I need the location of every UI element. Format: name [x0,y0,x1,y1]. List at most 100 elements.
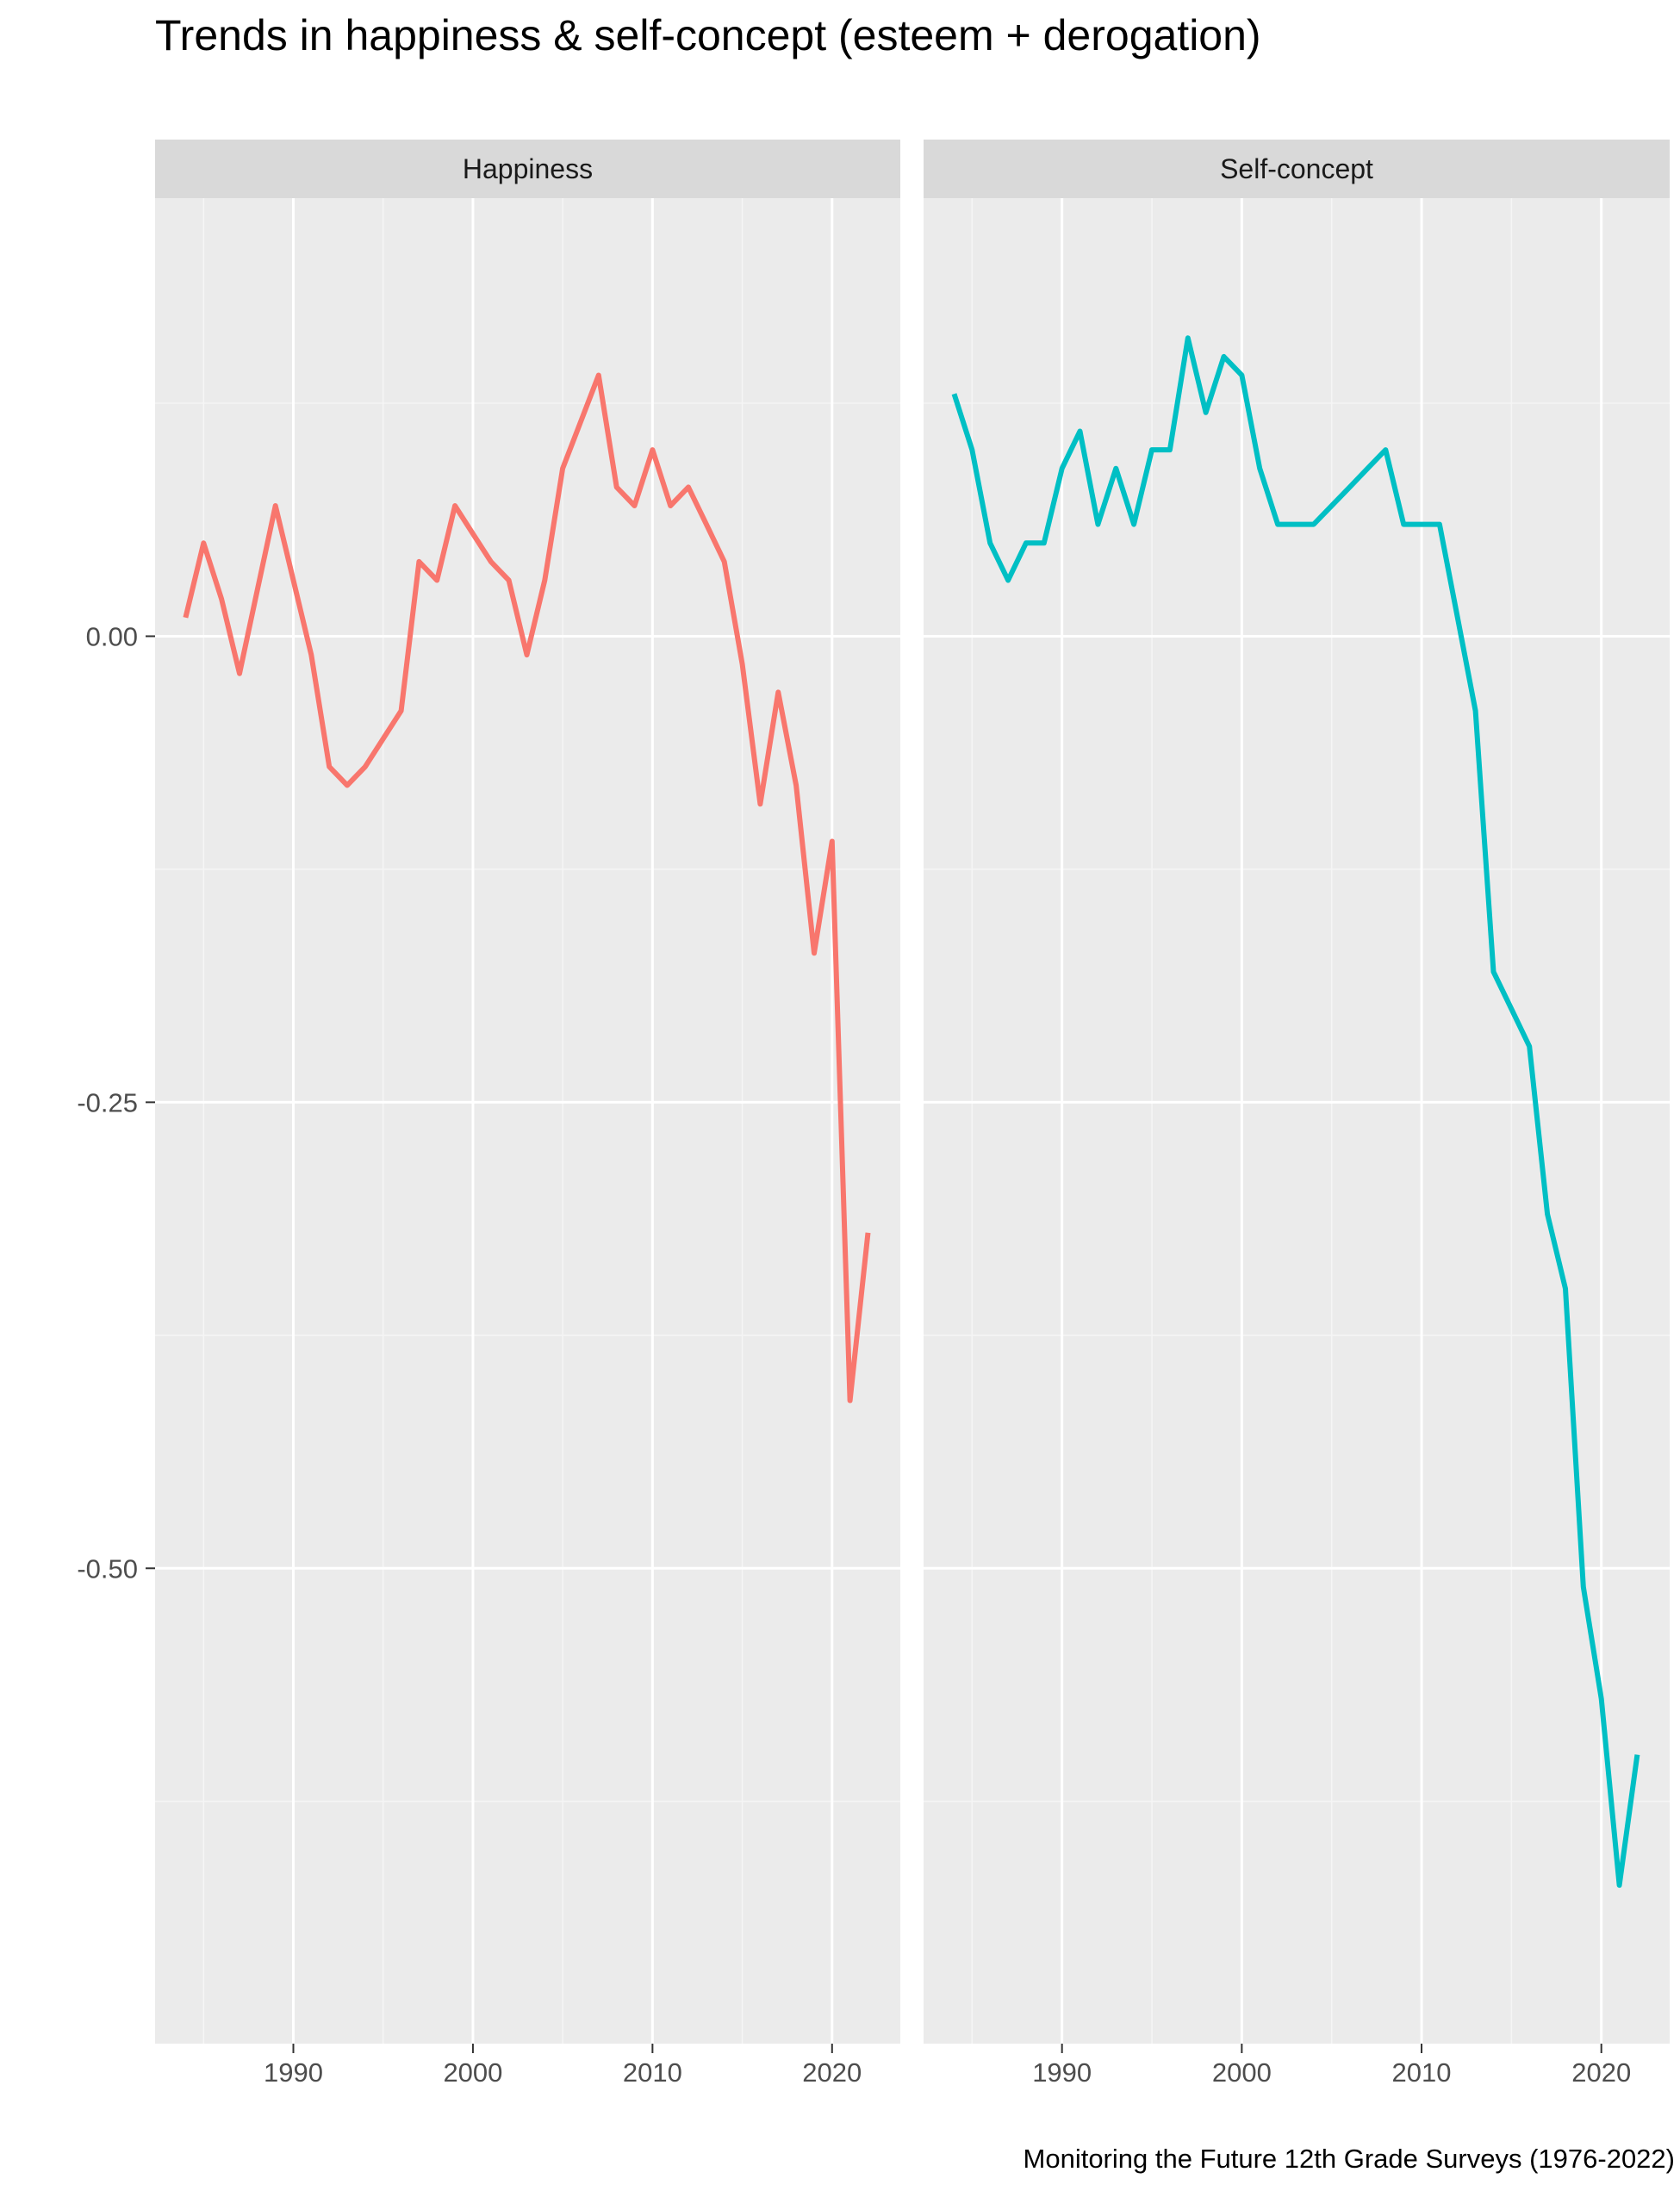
data-point [1527,1043,1532,1049]
data-point [1401,522,1406,527]
panels: Happiness 1990 2000 2010 2020 Self-concept 199… [155,140,1670,2088]
data-point [1204,410,1209,415]
x-tick-label: 1990 [1032,2057,1092,2088]
data-point [1042,540,1047,545]
chart-title: Trends in happiness & self-concept (este… [155,11,1261,59]
data-point [524,652,529,657]
data-point [381,736,386,741]
data-point [1221,354,1226,359]
data-point [722,559,727,564]
data-point [488,559,494,564]
data-point [1239,373,1244,378]
x-tick-label: 2020 [1571,2057,1631,2088]
data-point [1473,708,1478,713]
data-point [416,559,421,564]
x-tick-label: 2010 [1392,2057,1452,2088]
data-point [1113,466,1118,471]
data-point [775,689,781,694]
data-point [507,578,512,583]
data-point [987,540,992,545]
data-point [345,783,350,788]
data-point [848,1398,853,1403]
data-point [1095,522,1100,527]
x-tick-label: 2020 [802,2057,862,2088]
facet-strip-label: Happiness [463,153,593,184]
y-tick-label: -0.50 [77,1553,138,1584]
data-point [1131,522,1136,527]
y-tick-label: 0.00 [86,621,138,651]
data-point [542,578,547,583]
data-point [740,662,745,667]
data-point [793,783,799,788]
data-point [830,838,835,843]
x-tick-label: 2000 [443,2057,502,2088]
data-point [1293,522,1298,527]
chart-caption: Monitoring the Future 12th Grade Surveys… [1023,2144,1675,2174]
data-point [434,578,439,583]
panel-happiness: Happiness 1990 2000 2010 2020 [155,140,900,2088]
data-point [1490,969,1496,974]
data-point [452,503,457,508]
facet-strip [924,140,1670,198]
data-point [757,801,762,806]
y-axis: 0.00 -0.25 -0.50 [77,621,155,1584]
series-line [951,335,1640,1889]
data-point [201,540,206,545]
data-point [290,578,296,583]
panel-background [155,198,900,2044]
data-point [183,615,188,620]
y-tick-label: -0.25 [77,1087,138,1117]
data-point [668,503,673,508]
data-point [1167,447,1173,452]
data-point [219,596,224,601]
data-point [273,503,278,508]
data-point [1383,447,1388,452]
data-point [470,531,476,536]
data-point [1185,335,1191,340]
data-point [704,522,709,527]
panel-self-concept: Self-concept 1990 2000 2010 2020 [924,140,1670,2088]
data-point [1311,522,1316,527]
data-point [686,484,691,489]
data-point [596,373,601,378]
series-line [183,372,871,1403]
data-point [308,652,314,657]
data-point [1060,466,1065,471]
data-point [1599,1696,1604,1702]
x-tick-label: 2000 [1212,2057,1272,2088]
data-point [650,447,655,452]
data-point [578,420,583,425]
data-point [1078,428,1083,433]
data-point [1275,522,1280,527]
data-point [237,671,242,676]
data-point [399,708,404,713]
data-point [1617,1883,1622,1888]
data-point [1563,1286,1568,1291]
data-point [614,484,619,489]
data-point [255,587,260,592]
data-point [1455,615,1460,620]
data-point [1545,1211,1550,1217]
data-point [1024,540,1029,545]
facet-strip [155,140,900,198]
data-point [1581,1584,1586,1590]
data-point [969,447,974,452]
data-point [1347,484,1353,489]
data-point [812,950,817,955]
data-point [1437,522,1442,527]
data-point [951,391,956,396]
data-point [1257,466,1262,471]
data-point [865,1230,870,1235]
x-tick-label: 1990 [264,2057,323,2088]
data-point [1509,1006,1514,1011]
data-point [1149,447,1154,452]
data-point [327,764,332,769]
panel-background [924,198,1670,2044]
data-point [363,764,368,769]
data-point [560,466,565,471]
x-tick-label: 2010 [623,2057,682,2088]
data-point [1329,503,1335,508]
data-point [1419,522,1424,527]
data-point [1365,466,1370,471]
